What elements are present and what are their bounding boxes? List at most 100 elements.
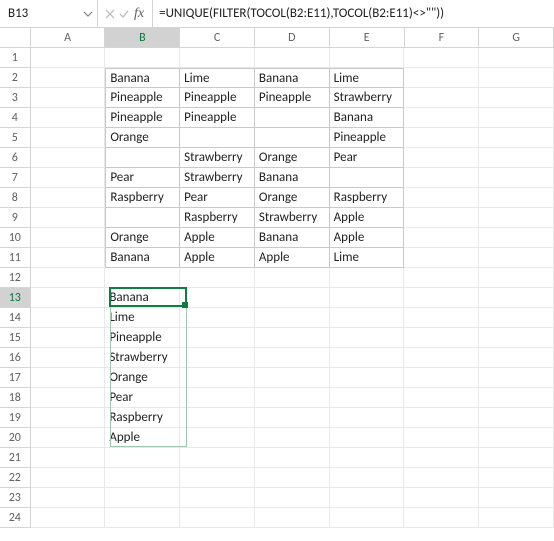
cell[interactable]: Strawberry bbox=[180, 168, 255, 188]
column-header[interactable]: A bbox=[31, 28, 106, 47]
cell[interactable] bbox=[31, 308, 106, 328]
cell[interactable] bbox=[479, 408, 554, 428]
cell[interactable] bbox=[330, 408, 405, 428]
cell[interactable] bbox=[255, 268, 330, 288]
cell[interactable] bbox=[31, 328, 106, 348]
row-header[interactable]: 8 bbox=[0, 188, 31, 208]
cell[interactable] bbox=[180, 288, 255, 308]
cell[interactable] bbox=[479, 348, 554, 368]
cell[interactable] bbox=[330, 368, 405, 388]
cell[interactable] bbox=[31, 488, 106, 508]
cell[interactable] bbox=[404, 208, 479, 228]
cell[interactable]: Strawberry bbox=[330, 88, 405, 108]
cell[interactable] bbox=[404, 168, 479, 188]
cell[interactable]: Strawberry bbox=[180, 148, 255, 168]
cell[interactable] bbox=[479, 48, 554, 68]
cell[interactable] bbox=[404, 408, 479, 428]
cell[interactable] bbox=[479, 108, 554, 128]
cell[interactable] bbox=[180, 388, 255, 408]
cell[interactable] bbox=[31, 388, 106, 408]
cell[interactable]: Pineapple bbox=[330, 128, 405, 148]
cell[interactable] bbox=[31, 208, 106, 228]
cell[interactable] bbox=[255, 108, 330, 128]
cell[interactable]: Banana bbox=[330, 108, 405, 128]
cell[interactable] bbox=[404, 388, 479, 408]
cell[interactable] bbox=[404, 308, 479, 328]
cell[interactable] bbox=[255, 468, 330, 488]
cell[interactable] bbox=[479, 488, 554, 508]
row-header[interactable]: 2 bbox=[0, 68, 31, 88]
cell[interactable] bbox=[255, 348, 330, 368]
cell[interactable] bbox=[31, 228, 106, 248]
cell[interactable]: Pineapple bbox=[180, 108, 255, 128]
row-header[interactable]: 7 bbox=[0, 168, 31, 188]
cell[interactable]: Pineapple bbox=[255, 88, 330, 108]
row-header[interactable]: 14 bbox=[0, 308, 31, 328]
cell[interactable] bbox=[479, 88, 554, 108]
cell[interactable] bbox=[105, 448, 180, 468]
cell[interactable]: Pear bbox=[180, 188, 255, 208]
cell[interactable]: Orange bbox=[105, 368, 180, 388]
cell[interactable] bbox=[330, 348, 405, 368]
cell[interactable] bbox=[31, 268, 106, 288]
cell[interactable] bbox=[479, 308, 554, 328]
cell[interactable] bbox=[330, 48, 405, 68]
cell[interactable] bbox=[404, 88, 479, 108]
cell[interactable]: Orange bbox=[255, 148, 330, 168]
row-header[interactable]: 10 bbox=[0, 228, 31, 248]
cell[interactable] bbox=[330, 508, 405, 528]
column-header[interactable]: G bbox=[479, 28, 554, 47]
cell[interactable] bbox=[404, 48, 479, 68]
cell[interactable] bbox=[31, 348, 106, 368]
cell[interactable] bbox=[31, 88, 106, 108]
cell[interactable] bbox=[330, 268, 405, 288]
cell[interactable] bbox=[479, 448, 554, 468]
cell[interactable] bbox=[330, 428, 405, 448]
cell[interactable] bbox=[105, 488, 180, 508]
row-header[interactable]: 24 bbox=[0, 508, 31, 528]
cell[interactable]: Banana bbox=[255, 228, 330, 248]
cell[interactable] bbox=[404, 288, 479, 308]
row-header[interactable]: 22 bbox=[0, 468, 31, 488]
cell[interactable] bbox=[330, 448, 405, 468]
cell[interactable] bbox=[404, 488, 479, 508]
cell[interactable] bbox=[180, 48, 255, 68]
row-header[interactable]: 18 bbox=[0, 388, 31, 408]
cell[interactable] bbox=[404, 428, 479, 448]
cell[interactable]: Lime bbox=[105, 308, 180, 328]
cell[interactable]: Banana bbox=[105, 248, 180, 268]
cell[interactable]: Pineapple bbox=[105, 108, 180, 128]
cell[interactable] bbox=[255, 488, 330, 508]
cell[interactable]: Strawberry bbox=[105, 348, 180, 368]
cell[interactable] bbox=[255, 308, 330, 328]
cell[interactable] bbox=[31, 128, 106, 148]
cell[interactable] bbox=[479, 148, 554, 168]
cell[interactable] bbox=[479, 388, 554, 408]
column-header[interactable]: D bbox=[255, 28, 330, 47]
cell[interactable] bbox=[404, 328, 479, 348]
cell[interactable] bbox=[180, 468, 255, 488]
cell[interactable] bbox=[330, 328, 405, 348]
cell[interactable]: Strawberry bbox=[255, 208, 330, 228]
cell[interactable] bbox=[404, 368, 479, 388]
row-header[interactable]: 11 bbox=[0, 248, 31, 268]
cell[interactable] bbox=[479, 368, 554, 388]
cell[interactable] bbox=[31, 428, 106, 448]
row-header[interactable]: 9 bbox=[0, 208, 31, 228]
column-header[interactable]: F bbox=[405, 28, 480, 47]
cell[interactable] bbox=[31, 48, 106, 68]
cell[interactable]: Lime bbox=[180, 68, 255, 88]
row-header[interactable]: 19 bbox=[0, 408, 31, 428]
cell[interactable] bbox=[330, 488, 405, 508]
cell[interactable]: Pineapple bbox=[180, 88, 255, 108]
cell[interactable]: Raspberry bbox=[105, 188, 180, 208]
cell[interactable] bbox=[255, 328, 330, 348]
cell[interactable] bbox=[479, 328, 554, 348]
cell[interactable] bbox=[404, 148, 479, 168]
cell[interactable] bbox=[255, 448, 330, 468]
cell[interactable]: Banana bbox=[255, 168, 330, 188]
cell[interactable] bbox=[479, 228, 554, 248]
cell[interactable] bbox=[404, 268, 479, 288]
cell[interactable] bbox=[479, 128, 554, 148]
cell[interactable] bbox=[31, 68, 106, 88]
